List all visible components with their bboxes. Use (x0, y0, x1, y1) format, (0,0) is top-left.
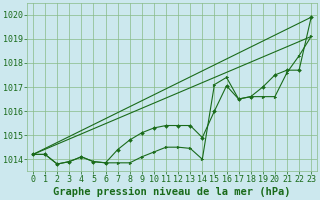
X-axis label: Graphe pression niveau de la mer (hPa): Graphe pression niveau de la mer (hPa) (53, 187, 291, 197)
